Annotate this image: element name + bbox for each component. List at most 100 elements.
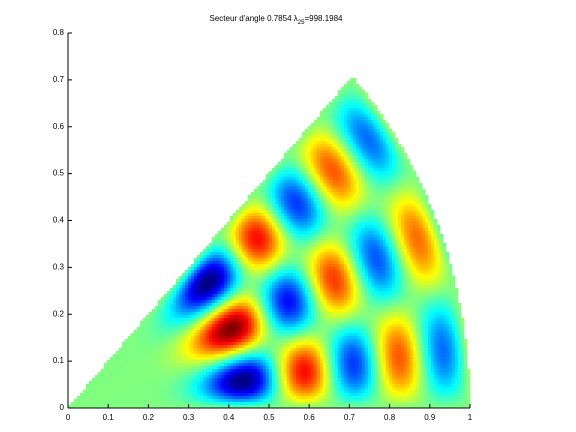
field-cell: [353, 237, 357, 241]
field-cell: [185, 303, 189, 307]
field-cell: [245, 267, 249, 271]
field-cell: [239, 288, 243, 292]
field-cell: [356, 180, 360, 184]
field-cell: [404, 282, 408, 286]
field-cell: [335, 279, 339, 283]
field-cell: [299, 288, 303, 292]
field-cell: [323, 192, 327, 196]
field-cell: [182, 303, 186, 307]
field-cell: [215, 297, 219, 301]
field-cell: [170, 321, 174, 325]
field-cell: [428, 294, 432, 298]
field-cell: [383, 153, 387, 157]
field-cell: [383, 216, 387, 220]
field-cell: [389, 210, 393, 214]
field-cell: [338, 138, 342, 142]
field-cell: [362, 222, 366, 226]
field-cell: [413, 297, 417, 301]
field-cell: [290, 270, 294, 274]
field-cell: [365, 312, 369, 316]
field-cell: [356, 324, 360, 328]
field-cell: [266, 318, 270, 322]
field-cell: [209, 282, 213, 286]
field-cell: [248, 252, 252, 256]
field-cell: [344, 144, 348, 148]
field-cell: [356, 222, 360, 226]
field-cell: [323, 285, 327, 289]
field-cell: [356, 297, 360, 301]
field-cell: [293, 237, 297, 241]
field-cell: [296, 255, 300, 259]
field-cell: [446, 291, 450, 295]
field-cell: [386, 156, 390, 160]
field-cell: [380, 225, 384, 229]
field-cell: [191, 303, 195, 307]
field-cell: [404, 231, 408, 235]
field-cell: [287, 312, 291, 316]
field-cell: [359, 150, 363, 154]
field-cell: [311, 132, 315, 136]
field-cell: [350, 123, 354, 127]
field-cell: [404, 297, 408, 301]
field-cell: [257, 318, 261, 322]
field-cell: [359, 273, 363, 277]
field-cell: [368, 264, 372, 268]
field-cell: [260, 225, 264, 229]
field-cell: [323, 204, 327, 208]
field-cell: [455, 309, 459, 313]
field-cell: [308, 126, 312, 130]
field-cell: [350, 267, 354, 271]
field-cell: [299, 246, 303, 250]
field-cell: [218, 324, 222, 328]
field-cell: [428, 207, 432, 211]
field-cell: [296, 162, 300, 166]
field-cell: [269, 213, 273, 217]
field-cell: [365, 297, 369, 301]
field-cell: [425, 237, 429, 241]
field-cell: [407, 273, 411, 277]
field-cell: [263, 276, 267, 280]
field-cell: [233, 312, 237, 316]
field-cell: [383, 210, 387, 214]
field-cell: [158, 309, 162, 313]
field-cell: [311, 237, 315, 241]
field-cell: [329, 177, 333, 181]
field-cell: [452, 282, 456, 286]
field-cell: [278, 252, 282, 256]
field-cell: [416, 306, 420, 310]
field-cell: [377, 297, 381, 301]
field-cell: [359, 177, 363, 181]
field-cell: [233, 225, 237, 229]
field-cell: [206, 327, 210, 331]
field-cell: [383, 150, 387, 154]
field-cell: [227, 300, 231, 304]
field-cell: [227, 285, 231, 289]
field-cell: [260, 216, 264, 220]
field-cell: [287, 303, 291, 307]
field-cell: [344, 267, 348, 271]
field-cell: [329, 195, 333, 199]
field-cell: [332, 126, 336, 130]
field-cell: [374, 261, 378, 265]
field-cell: [407, 240, 411, 244]
field-cell: [368, 102, 372, 106]
field-cell: [266, 327, 270, 331]
field-cell: [215, 240, 219, 244]
field-cell: [305, 240, 309, 244]
field-cell: [395, 150, 399, 154]
field-cell: [290, 165, 294, 169]
field-cell: [278, 303, 282, 307]
field-cell: [389, 291, 393, 295]
field-cell: [242, 243, 246, 247]
field-cell: [380, 138, 384, 142]
field-cell: [272, 309, 276, 313]
field-cell: [317, 135, 321, 139]
field-cell: [218, 243, 222, 247]
field-cell: [224, 249, 228, 253]
field-cell: [302, 186, 306, 190]
field-cell: [143, 318, 147, 322]
field-cell: [347, 243, 351, 247]
field-cell: [239, 273, 243, 277]
field-cell: [434, 300, 438, 304]
field-cell: [353, 267, 357, 271]
